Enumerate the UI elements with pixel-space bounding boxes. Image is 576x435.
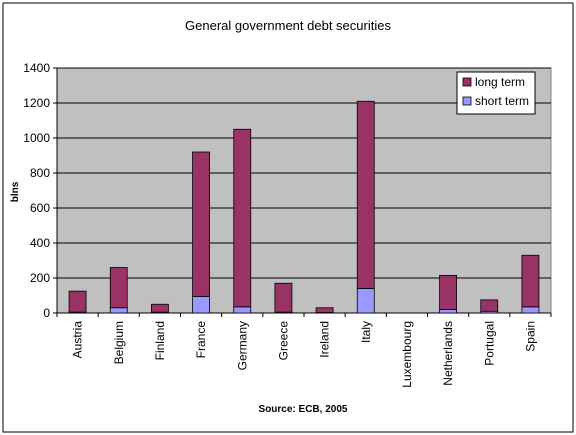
y-tick-label: 400 — [30, 236, 50, 250]
bar-long-term-greece — [274, 282, 293, 313]
y-tick-label: 1400 — [23, 61, 50, 75]
y-tick-label: 800 — [30, 166, 50, 180]
x-tick-label: Ireland — [318, 321, 332, 358]
x-tick-label: Portugal — [482, 321, 496, 366]
x-tick-label: Germany — [235, 321, 249, 370]
x-tick-label: Spain — [523, 321, 537, 352]
legend-entry: long term — [475, 75, 525, 89]
bar-short-term-italy — [356, 288, 375, 314]
bar-long-term-belgium — [109, 267, 128, 309]
source-annotation: Source: ECB, 2005 — [259, 404, 348, 415]
chart-title: General government debt securities — [185, 18, 391, 33]
legend-swatch — [462, 77, 472, 87]
legend-entry: short term — [475, 94, 529, 108]
bar-long-term-spain — [521, 254, 540, 308]
bar-short-term-netherlands — [439, 309, 457, 314]
y-tick-label: 1000 — [23, 131, 50, 145]
bar-long-term-ireland — [315, 307, 334, 313]
bar-short-term-france — [192, 295, 210, 314]
x-tick-label: Luxembourg — [400, 321, 414, 388]
y-tick-label: 0 — [43, 306, 50, 320]
bar-short-term-spain — [521, 306, 540, 314]
y-tick-label: 200 — [30, 271, 50, 285]
bar-long-term-germany — [233, 128, 252, 308]
x-tick-label: Italy — [359, 321, 373, 343]
bar-short-term-germany — [233, 306, 252, 314]
bar-long-term-netherlands — [439, 274, 457, 310]
x-tick-label: Finland — [153, 321, 167, 360]
bar-long-term-portugal — [480, 299, 499, 312]
bar-long-term-austria — [68, 290, 87, 313]
x-tick-label: Belgium — [112, 321, 126, 364]
x-tick-label: Netherlands — [441, 321, 455, 386]
bar-short-term-belgium — [109, 307, 128, 314]
bar-long-term-finland — [151, 303, 169, 313]
y-axis-label: blns — [10, 181, 21, 202]
legend: long term short term — [456, 71, 536, 115]
x-tick-label: Austria — [71, 321, 85, 359]
x-tick-label: Greece — [276, 321, 290, 361]
bar-long-term-france — [192, 151, 210, 297]
y-tick-label: 600 — [30, 201, 50, 215]
y-tick-label: 1200 — [23, 96, 50, 110]
bar-long-term-italy — [356, 100, 375, 289]
x-tick-label: France — [194, 321, 208, 359]
legend-swatch — [462, 96, 472, 106]
